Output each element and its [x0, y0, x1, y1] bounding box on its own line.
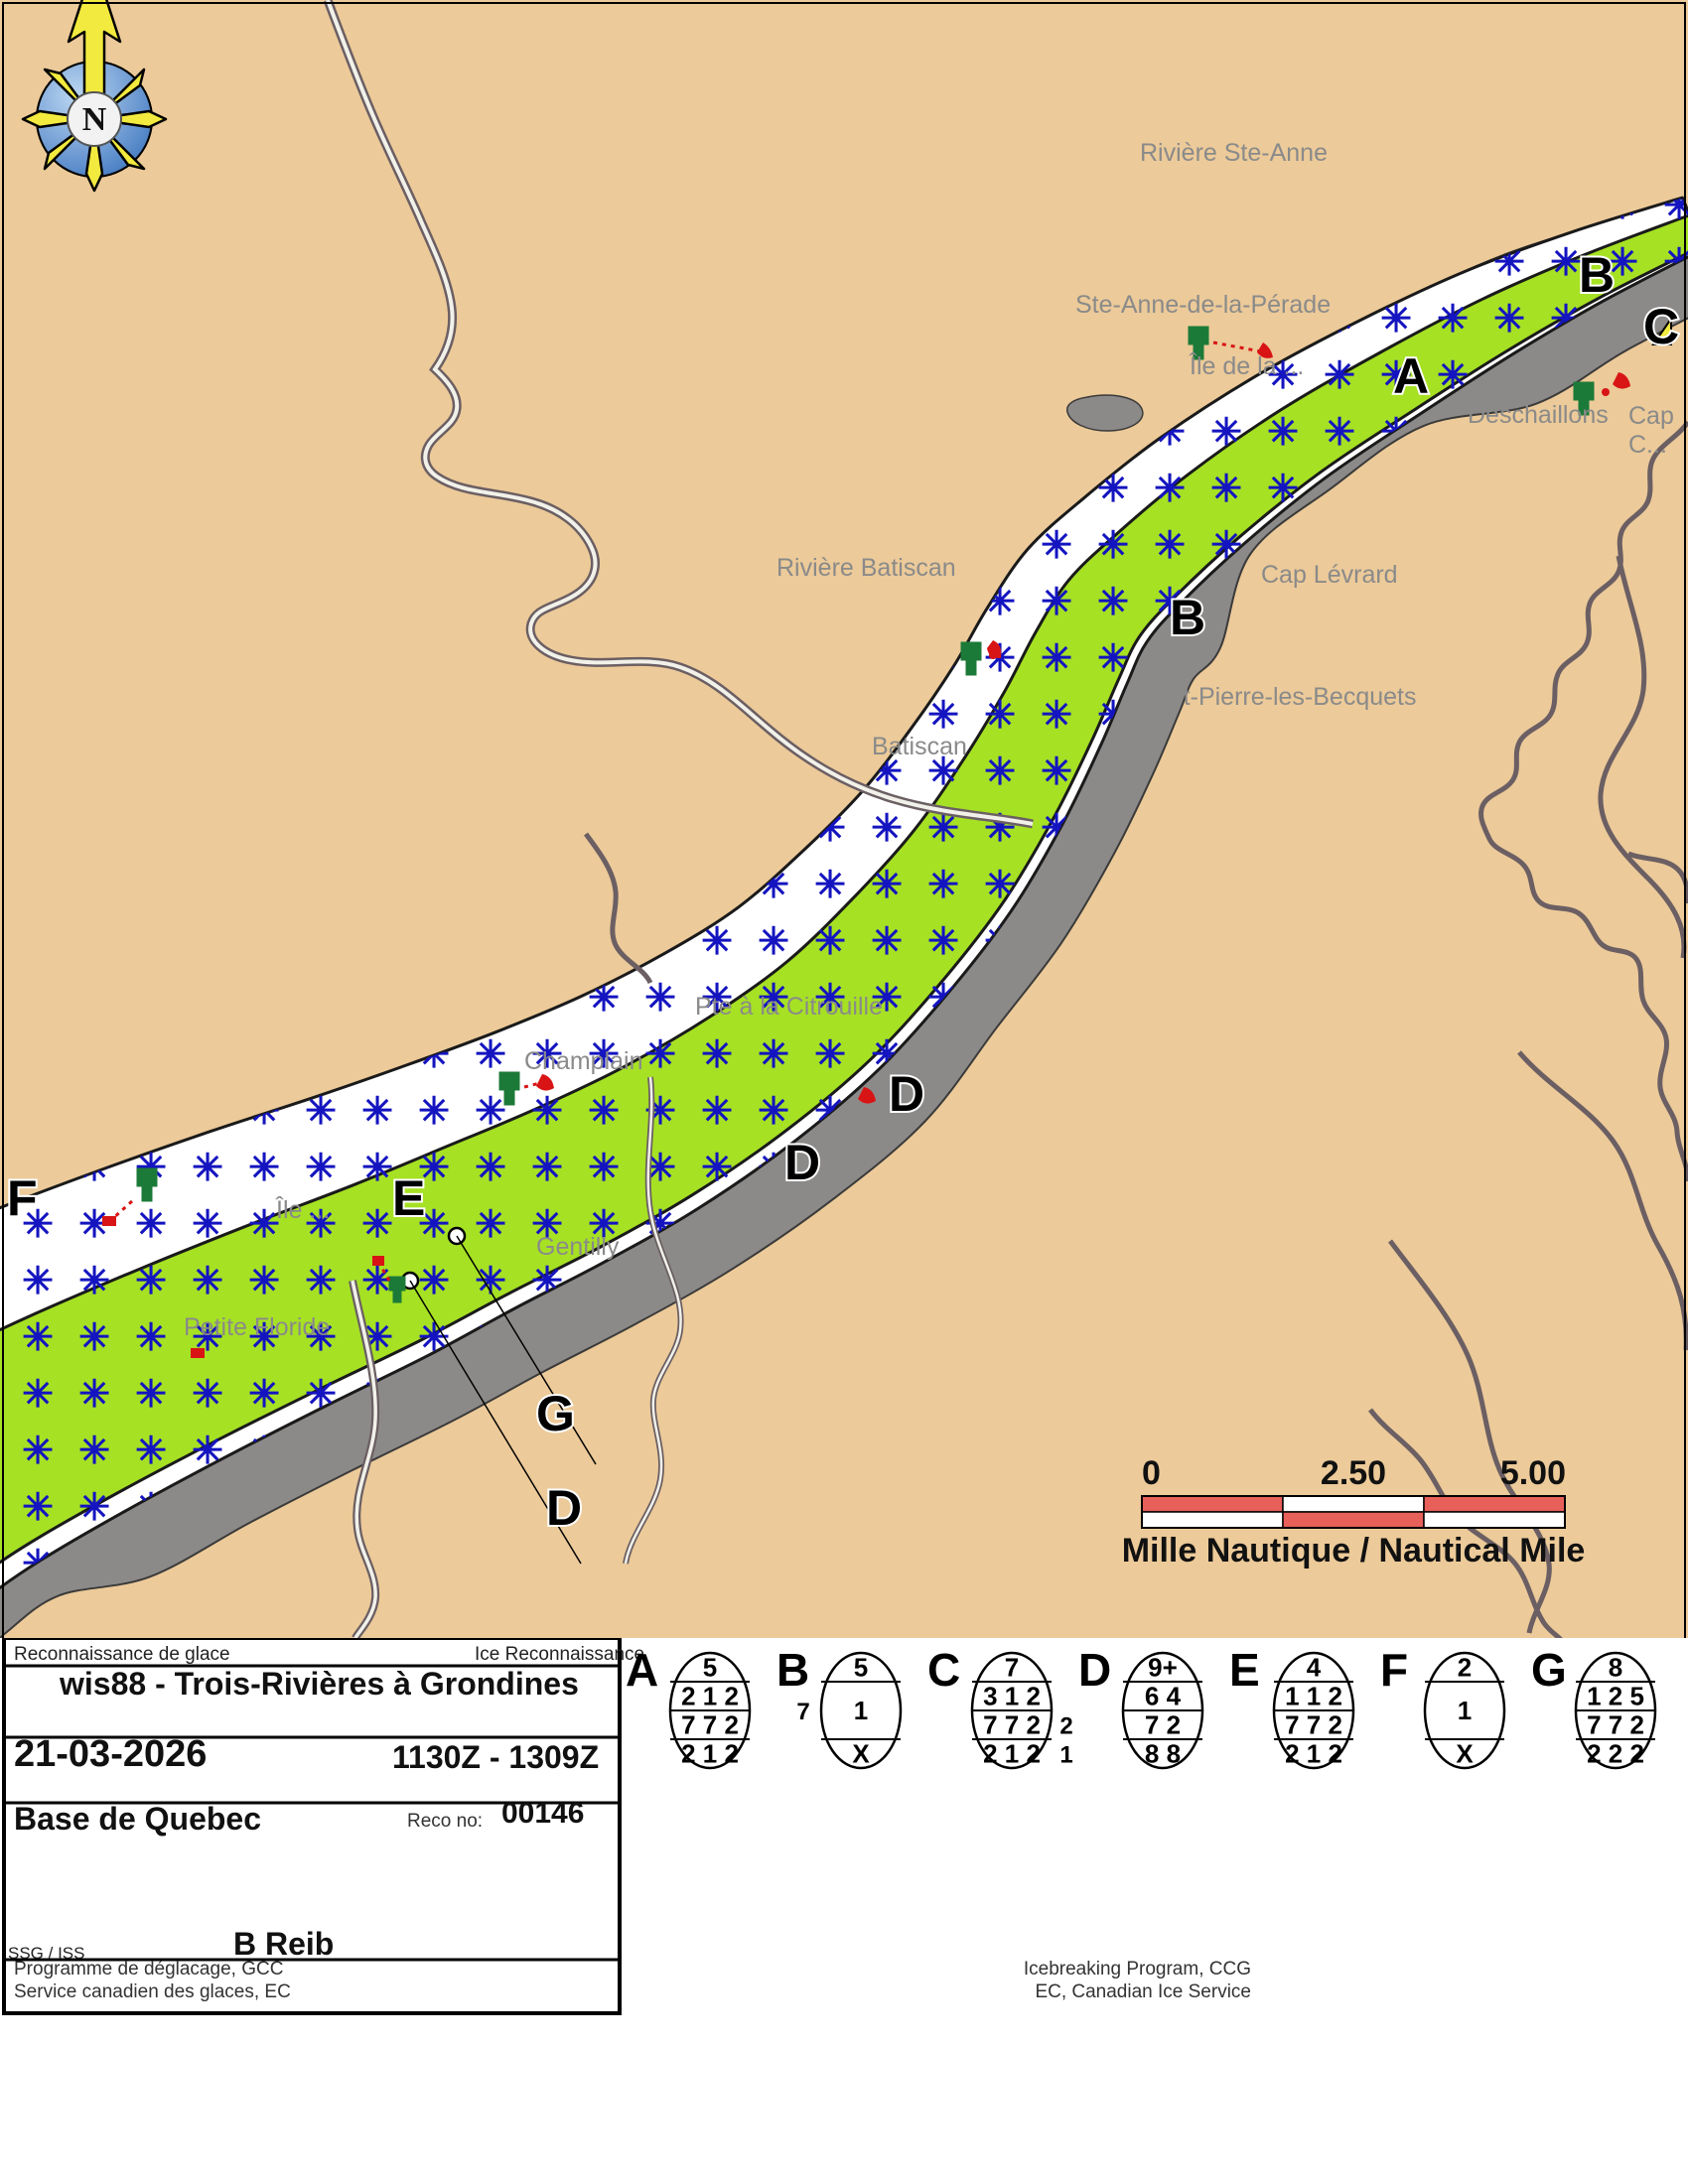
svg-text:N: N [82, 101, 107, 138]
svg-text:2 2 2: 2 2 2 [1587, 1739, 1644, 1769]
svg-text:7 7 2: 7 7 2 [983, 1710, 1041, 1740]
svg-text:X: X [852, 1739, 870, 1769]
svg-text:3 1 2: 3 1 2 [983, 1682, 1041, 1711]
svg-text:1: 1 [854, 1696, 868, 1725]
svg-text:7: 7 [1005, 1653, 1019, 1683]
svg-text:2 1 2: 2 1 2 [1285, 1739, 1342, 1769]
svg-text:6 4: 6 4 [1145, 1682, 1182, 1711]
svg-text:2.50: 2.50 [1321, 1454, 1386, 1492]
svg-text:1: 1 [1059, 1742, 1072, 1769]
svg-text:9+: 9+ [1148, 1653, 1178, 1683]
svg-text:2: 2 [1059, 1713, 1072, 1740]
svg-text:1: 1 [1458, 1696, 1472, 1725]
svg-text:X: X [1456, 1739, 1474, 1769]
svg-text:5: 5 [703, 1653, 717, 1683]
svg-text:8 8: 8 8 [1145, 1739, 1181, 1769]
svg-text:Mille Nautique / Nautical Mile: Mille Nautique / Nautical Mile [1122, 1532, 1586, 1570]
svg-text:1 2 5: 1 2 5 [1587, 1682, 1644, 1711]
svg-text:4: 4 [1307, 1653, 1322, 1683]
svg-text:7 2: 7 2 [1145, 1710, 1181, 1740]
svg-text:8: 8 [1609, 1653, 1622, 1683]
svg-text:7 7 2: 7 7 2 [681, 1710, 739, 1740]
svg-text:0: 0 [1142, 1454, 1161, 1492]
svg-text:5.00: 5.00 [1500, 1454, 1566, 1492]
svg-text:2 1 2: 2 1 2 [983, 1739, 1041, 1769]
svg-text:2 1 2: 2 1 2 [681, 1682, 739, 1711]
svg-text:5: 5 [854, 1653, 868, 1683]
svg-text:7 7 2: 7 7 2 [1285, 1710, 1342, 1740]
svg-text:2: 2 [1458, 1653, 1472, 1683]
svg-text:7 7 2: 7 7 2 [1587, 1710, 1644, 1740]
svg-text:7: 7 [796, 1699, 809, 1725]
svg-text:2 1 2: 2 1 2 [681, 1739, 739, 1769]
svg-text:1 1 2: 1 1 2 [1285, 1682, 1342, 1711]
